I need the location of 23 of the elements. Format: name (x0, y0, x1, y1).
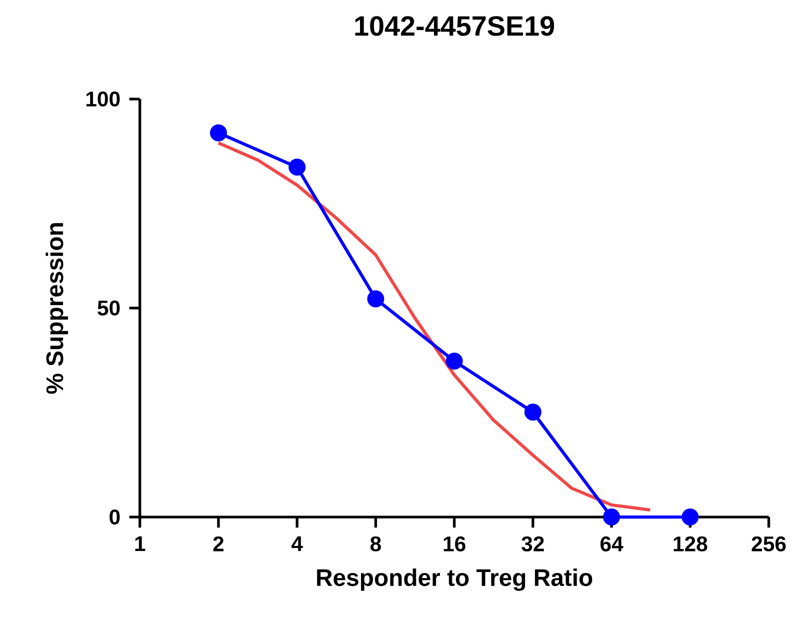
line-series (216, 141, 652, 512)
point (446, 352, 463, 370)
x-tick-label: 2 (213, 536, 224, 552)
x-tick-label: 256 (752, 536, 786, 552)
x-tick-label: 4 (291, 536, 303, 551)
chart-title: 1042-4457SE19 (355, 16, 554, 36)
point (288, 158, 306, 176)
y-tick-label: 50 (98, 300, 120, 316)
y-axis-title: % Suppression (46, 223, 68, 394)
x-axis-title: Responder to Treg Ratio (317, 568, 592, 591)
x-tick-label: 32 (522, 536, 544, 552)
y-tick-label: 100 (86, 91, 120, 106)
y-tick-label: 0 (110, 509, 120, 524)
x-tick-label: 1 (135, 536, 146, 551)
point (603, 508, 620, 526)
x-tick-label: 64 (600, 536, 624, 552)
point (210, 124, 227, 142)
x-tick-label: 16 (444, 536, 466, 552)
point (524, 404, 542, 421)
point (367, 290, 384, 308)
x-tick-label: 8 (370, 536, 381, 552)
x-tick-label: 128 (674, 536, 708, 552)
point (682, 508, 699, 526)
